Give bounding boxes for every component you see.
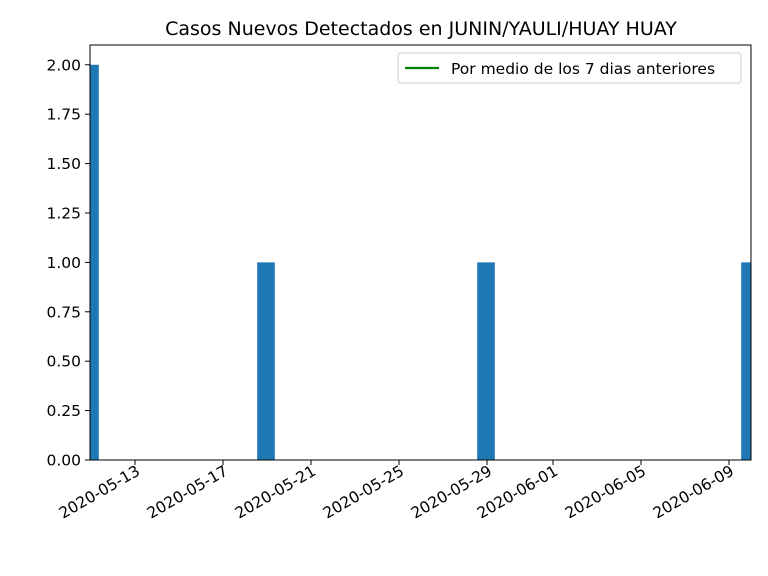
bar: [257, 262, 275, 460]
bars: [90, 64, 751, 460]
x-tick-label: 2020-05-25: [320, 462, 407, 523]
legend-box: [397, 52, 742, 84]
x-tick-label: 2020-05-17: [144, 462, 231, 523]
y-tick-label: 0.00: [46, 452, 81, 470]
bar: [90, 64, 99, 460]
legend: Por medio de los 7 dias anteriores: [397, 52, 742, 84]
y-tick-label: 2.00: [46, 56, 81, 74]
y-tick-label: 1.50: [46, 155, 81, 173]
plot-frame: [89, 44, 752, 461]
y-tick-label: 1.00: [46, 254, 81, 272]
y-tick-label: 1.75: [46, 106, 81, 124]
legend-entry-label: Por medio de los 7 dias anteriores: [451, 60, 715, 78]
y-tick-label: 0.25: [46, 402, 81, 420]
y-tick-label: 0.50: [46, 353, 81, 371]
x-tick-label: 2020-06-09: [650, 462, 737, 523]
y-axis: 0.00 0.25 0.50 0.75 1.00 1.25 1.50 1.75 2.00: [46, 56, 90, 470]
x-axis: 2020-05-13 2020-05-17 2020-05-21 2020-05-25…: [56, 460, 737, 523]
x-tick-label: 2020-06-05: [562, 462, 649, 523]
bar: [741, 262, 751, 460]
y-tick-label: 1.25: [46, 204, 81, 222]
chart-title: Casos Nuevos Detectados en JUNIN/YAULI/H…: [165, 18, 677, 40]
x-tick-label: 2020-05-21: [232, 462, 319, 523]
x-tick-label: 2020-05-13: [56, 462, 143, 523]
bar: [477, 262, 495, 460]
y-tick-label: 0.75: [46, 303, 81, 321]
